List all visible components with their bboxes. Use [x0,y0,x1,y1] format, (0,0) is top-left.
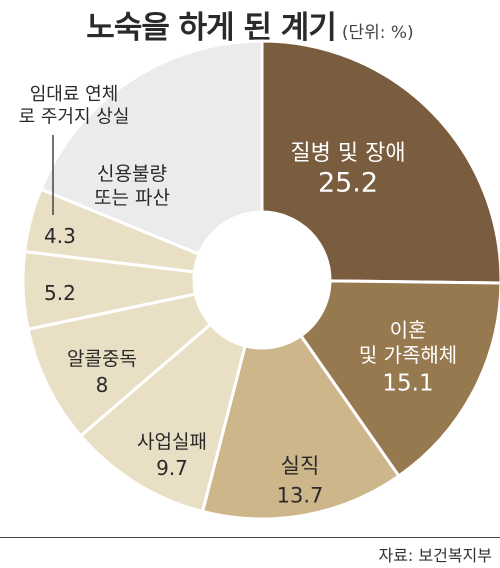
slice-value: 9.7 [156,456,188,480]
slice-value: 8 [96,373,109,397]
slice-label: 질병 및 장애 [290,141,405,166]
slice-label: 사업실패 [137,431,207,453]
slice-label: 이혼 [390,318,427,342]
unit-label: (단위: %) [341,23,414,43]
slice-label: 또는 파산 [94,187,170,209]
slice-label: 알콜중독 [67,348,137,370]
slice-value: 15.1 [382,371,433,397]
slice-label: 임대료 연체 [30,84,119,105]
slice-label: 신용불량 [97,163,167,185]
donut-slice [298,279,500,479]
footer-divider [0,537,500,538]
chart-header: 노숙을 하게 된 계기 (단위: %) [0,2,500,47]
slice-value: 4.3 [44,224,76,248]
slice-label: 로 주거지 상실 [19,107,130,128]
donut-slice [200,333,401,521]
slice-value: 25.2 [318,167,378,198]
donut-slice [260,39,500,285]
chart-title: 노숙을 하게 된 계기 [86,10,337,46]
slice-value: 13.7 [277,484,324,508]
donut-slice [78,322,247,514]
donut-slice [38,39,264,257]
slice-label: 실직 [281,454,320,478]
source-note: 자료: 보건복지부 [378,546,492,565]
slice-label: 및 가족해체 [359,343,457,367]
donut-slice [26,292,213,438]
slice-value: 5.2 [44,281,76,305]
